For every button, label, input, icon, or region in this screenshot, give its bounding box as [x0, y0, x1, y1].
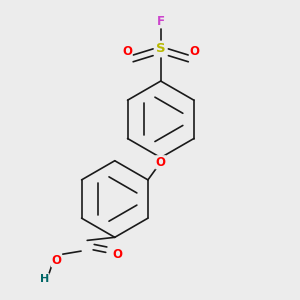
- Text: O: O: [156, 156, 166, 169]
- Text: O: O: [189, 45, 200, 58]
- Text: H: H: [40, 274, 49, 284]
- Text: O: O: [52, 254, 61, 267]
- Text: F: F: [157, 15, 165, 28]
- Text: S: S: [156, 42, 166, 56]
- Text: O: O: [113, 248, 123, 261]
- Text: O: O: [122, 45, 132, 58]
